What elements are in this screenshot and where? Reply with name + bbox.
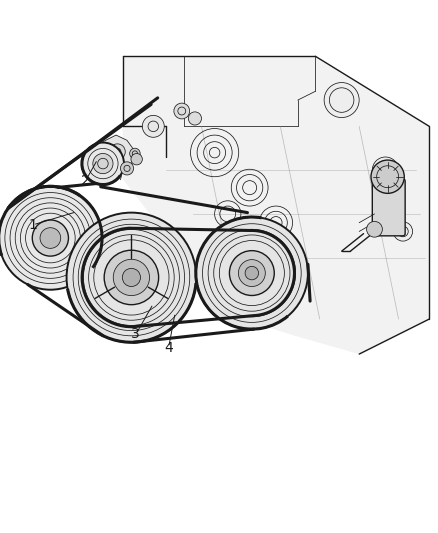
Circle shape: [367, 221, 382, 237]
Circle shape: [82, 142, 124, 184]
FancyBboxPatch shape: [372, 179, 405, 236]
Circle shape: [40, 228, 61, 248]
Circle shape: [174, 103, 190, 119]
Text: 2: 2: [81, 174, 90, 188]
Circle shape: [113, 259, 149, 296]
Circle shape: [196, 217, 308, 329]
Text: 4: 4: [164, 341, 173, 354]
Circle shape: [324, 83, 359, 118]
Circle shape: [93, 154, 113, 174]
Circle shape: [104, 250, 159, 305]
Circle shape: [393, 222, 413, 241]
Text: 3: 3: [131, 327, 140, 342]
Circle shape: [372, 157, 399, 183]
Circle shape: [130, 148, 140, 159]
Circle shape: [238, 260, 265, 287]
Circle shape: [122, 269, 141, 287]
Circle shape: [32, 220, 68, 256]
Circle shape: [245, 266, 258, 280]
Text: 1: 1: [28, 218, 37, 232]
Polygon shape: [94, 135, 136, 171]
Polygon shape: [123, 56, 429, 354]
Circle shape: [188, 112, 201, 125]
Circle shape: [67, 213, 196, 342]
Circle shape: [120, 162, 134, 175]
Circle shape: [0, 187, 102, 290]
Circle shape: [131, 154, 142, 165]
Circle shape: [110, 144, 125, 159]
Circle shape: [230, 251, 274, 295]
Circle shape: [142, 115, 164, 138]
Circle shape: [371, 160, 404, 193]
